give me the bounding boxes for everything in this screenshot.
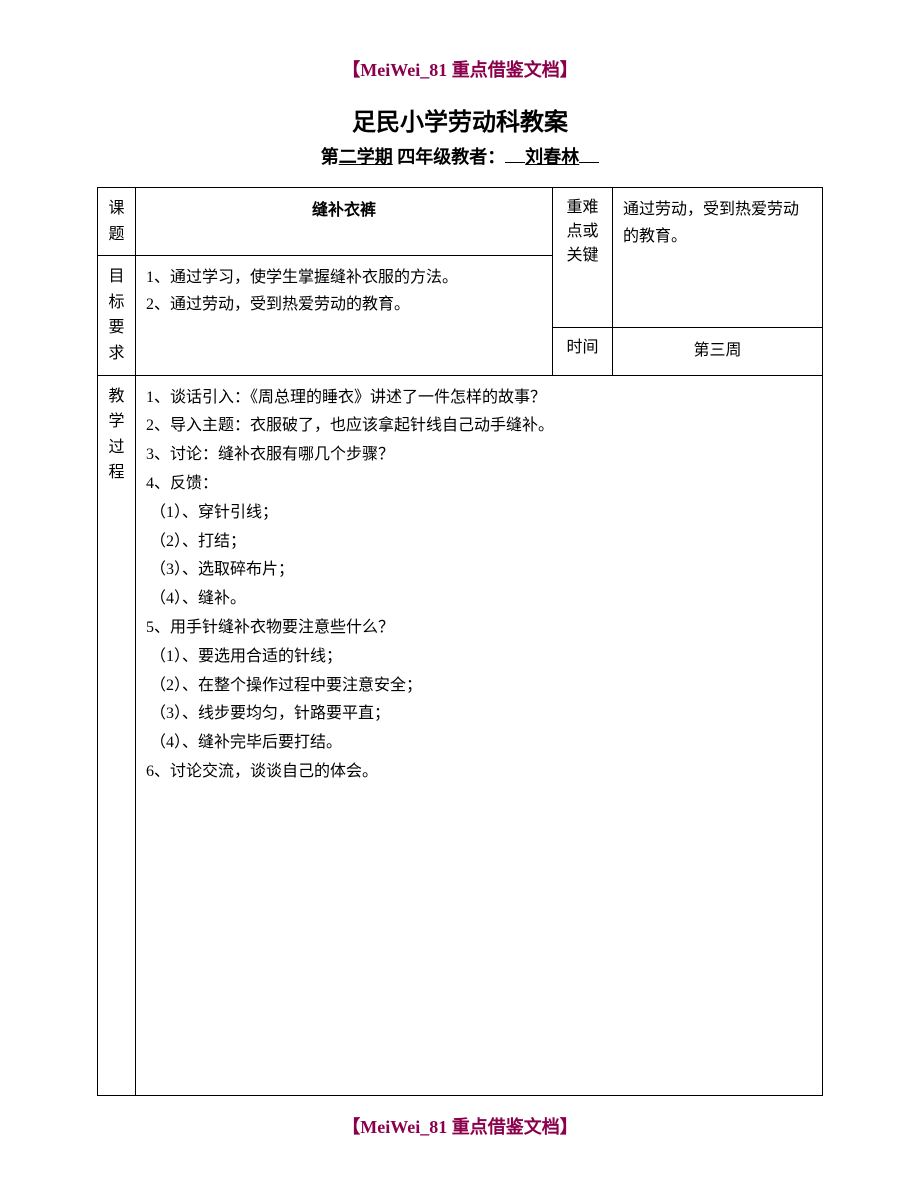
header-watermark: 【MeiWei_81 重点借鉴文档】 (0, 0, 920, 82)
time-value: 第三周 (613, 327, 823, 375)
document-title: 足民小学劳动科教案 (0, 102, 920, 137)
subtitle-term: 二学期 (339, 147, 393, 167)
subtitle-spacer-end (579, 162, 599, 163)
subtitle-grade: 四年级教者： (393, 147, 506, 167)
label-topic: 课题 (98, 188, 136, 256)
label-process-text: 教学过程 (108, 384, 125, 486)
subtitle-prefix: 第 (321, 147, 339, 167)
label-goals-text: 目标要求 (108, 264, 125, 366)
lesson-table: 课题 缝补衣裤 重难点或关键 通过劳动，受到热爱劳动的教育。 目标要求 1、通过… (97, 187, 823, 1096)
label-goals: 目标要求 (98, 256, 136, 375)
topic-value: 缝补衣裤 (136, 188, 553, 256)
keypoint-value: 通过劳动，受到热爱劳动的教育。 (613, 188, 823, 328)
goals-value: 1、通过学习，使学生掌握缝补衣服的方法。2、通过劳动，受到热爱劳动的教育。 (136, 256, 553, 375)
label-topic-text: 课题 (108, 196, 125, 247)
process-value: 1、谈话引入：《周总理的睡衣》讲述了一件怎样的故事？2、导入主题：衣服破了，也应… (136, 375, 823, 1095)
label-time: 时间 (553, 327, 613, 375)
label-keypoint: 重难点或关键 (553, 188, 613, 328)
document-subtitle: 第二学期 四年级教者： 刘春林 (0, 143, 920, 169)
lesson-table-container: 课题 缝补衣裤 重难点或关键 通过劳动，受到热爱劳动的教育。 目标要求 1、通过… (97, 187, 823, 1096)
row-topic: 课题 缝补衣裤 重难点或关键 通过劳动，受到热爱劳动的教育。 (98, 188, 823, 256)
footer-watermark: 【MeiWei_81 重点借鉴文档】 (0, 1113, 920, 1139)
subtitle-spacer (505, 162, 525, 163)
label-process: 教学过程 (98, 375, 136, 1095)
subtitle-teacher: 刘春林 (525, 147, 579, 167)
row-process: 教学过程 1、谈话引入：《周总理的睡衣》讲述了一件怎样的故事？2、导入主题：衣服… (98, 375, 823, 1095)
